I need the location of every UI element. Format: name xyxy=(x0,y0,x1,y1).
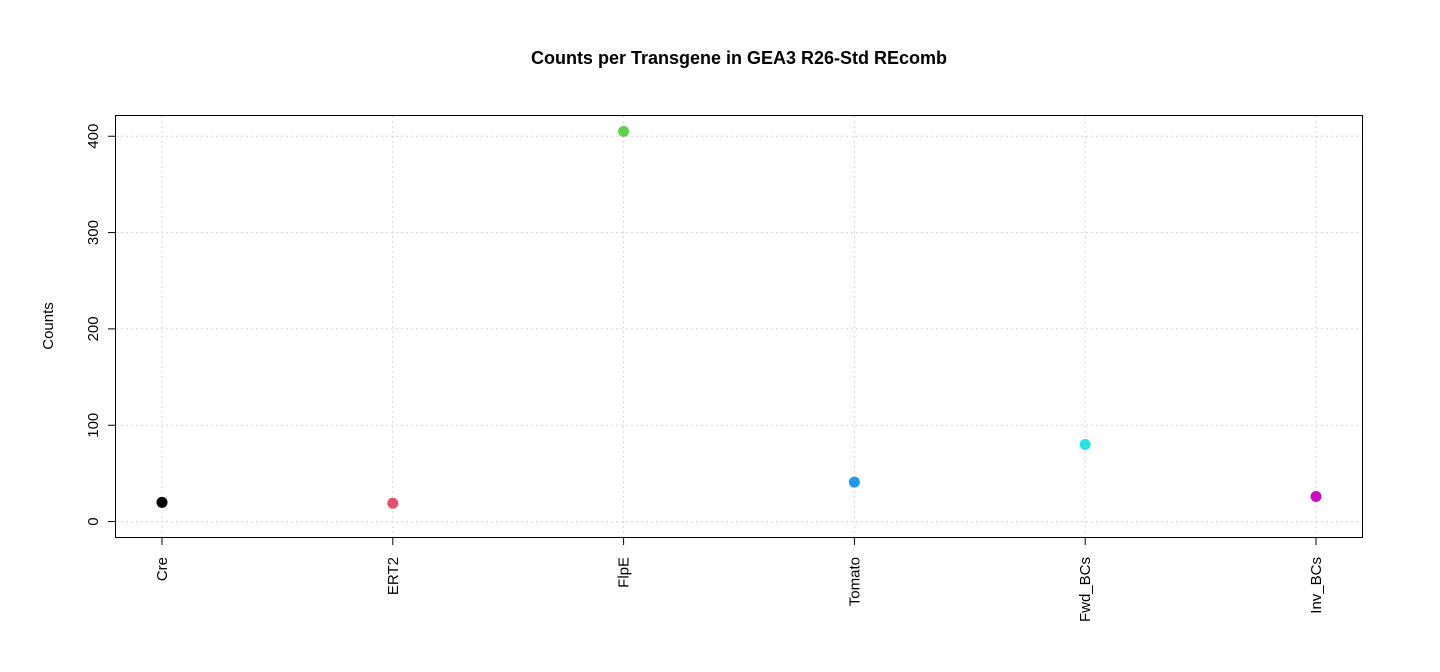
y-axis: 0 100 200 300 400 xyxy=(85,124,116,526)
y-axis-label: Counts xyxy=(40,302,57,350)
x-tick-label: Cre xyxy=(154,557,171,581)
y-tick-label: 200 xyxy=(85,316,102,341)
plot-frame xyxy=(115,115,1363,538)
data-point-tomato xyxy=(848,476,860,488)
x-tick-label: Tomato xyxy=(846,557,863,606)
data-point-flpe xyxy=(618,125,630,137)
x-axis: Cre ERT2 FlpE Tomato Fwd_BCs Inv_BCs xyxy=(154,537,1325,622)
y-tick-label: 0 xyxy=(85,517,102,525)
data-point-inv-bcs xyxy=(1310,491,1322,503)
chart-title: Counts per Transgene in GEA3 R26-Std REc… xyxy=(531,48,947,68)
x-tick-label: ERT2 xyxy=(385,557,402,595)
data-point-cre xyxy=(156,496,168,508)
y-tick-label: 100 xyxy=(85,413,102,438)
x-tick-label: Inv_BCs xyxy=(1308,557,1325,614)
x-tick-label: Fwd_BCs xyxy=(1077,557,1094,622)
data-points xyxy=(156,125,1322,509)
y-tick-label: 300 xyxy=(85,220,102,245)
x-tick-label: FlpE xyxy=(616,557,633,588)
y-tick-label: 400 xyxy=(85,124,102,149)
grid-lines xyxy=(116,116,1362,537)
data-point-fwd-bcs xyxy=(1079,439,1091,451)
data-point-ert2 xyxy=(387,497,399,509)
